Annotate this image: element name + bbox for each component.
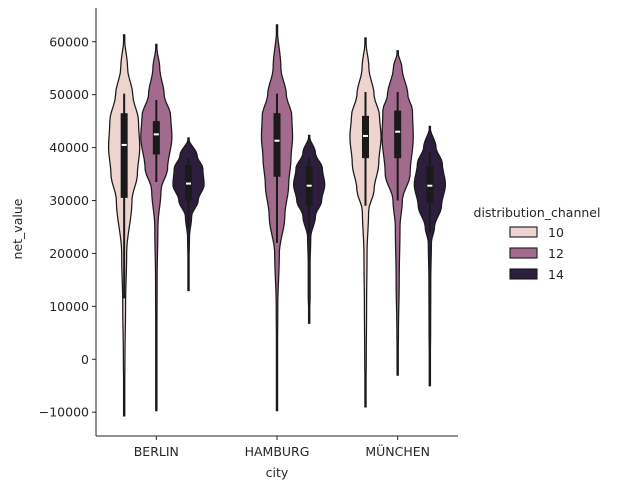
legend-entry-10: 10 bbox=[509, 225, 564, 240]
y-tick-label: 20000 bbox=[49, 246, 89, 261]
violin-12-münchen bbox=[381, 50, 414, 376]
legend-swatch bbox=[509, 247, 538, 259]
legend-label: 14 bbox=[548, 267, 564, 282]
x-axis-label: city bbox=[266, 465, 289, 480]
violin-14-berlin bbox=[172, 137, 205, 292]
violin-14-münchen bbox=[413, 125, 447, 387]
violin-12-hamburg bbox=[260, 24, 294, 412]
legend-label: 10 bbox=[548, 225, 564, 240]
x-tick-label: MÜNCHEN bbox=[365, 443, 430, 459]
y-tick-label: 40000 bbox=[49, 140, 89, 155]
violin-box bbox=[361, 115, 369, 159]
x-tick-label: HAMBURG bbox=[245, 444, 310, 459]
violin-body bbox=[349, 37, 382, 408]
legend: distribution_channel 10 12 14 bbox=[474, 205, 601, 282]
y-axis-label: net_value bbox=[10, 198, 25, 259]
legend-entry-12: 12 bbox=[509, 246, 564, 261]
x-tick-label: BERLIN bbox=[134, 444, 179, 459]
violin-box bbox=[273, 113, 281, 177]
violin-10-münchen bbox=[349, 37, 382, 408]
legend-entry-14: 14 bbox=[509, 267, 564, 282]
violin-box bbox=[152, 121, 160, 155]
violin-box bbox=[426, 166, 434, 204]
violin-body bbox=[413, 125, 447, 387]
legend-title: distribution_channel bbox=[474, 205, 601, 220]
axes-layer: −10000 0 10000 20000 30000 40000 50000 60000 BER… bbox=[39, 8, 458, 459]
violin-box bbox=[120, 113, 128, 198]
y-tick-label: 0 bbox=[81, 352, 89, 367]
violin-box bbox=[394, 110, 402, 159]
legend-swatch bbox=[509, 268, 538, 280]
violin-body bbox=[140, 43, 173, 412]
legend-label: 12 bbox=[548, 246, 564, 261]
y-tick-label: −10000 bbox=[39, 405, 89, 420]
violin-body bbox=[381, 50, 414, 376]
y-tick-label: 30000 bbox=[49, 193, 89, 208]
violin-12-berlin bbox=[140, 43, 173, 412]
violins-layer bbox=[107, 24, 447, 417]
y-tick-label: 60000 bbox=[49, 34, 89, 49]
y-tick-label: 10000 bbox=[49, 299, 89, 314]
violin-10-berlin bbox=[107, 34, 141, 417]
violin-14-hamburg bbox=[292, 134, 326, 324]
legend-swatch bbox=[509, 226, 538, 238]
y-tick-label: 50000 bbox=[49, 87, 89, 102]
